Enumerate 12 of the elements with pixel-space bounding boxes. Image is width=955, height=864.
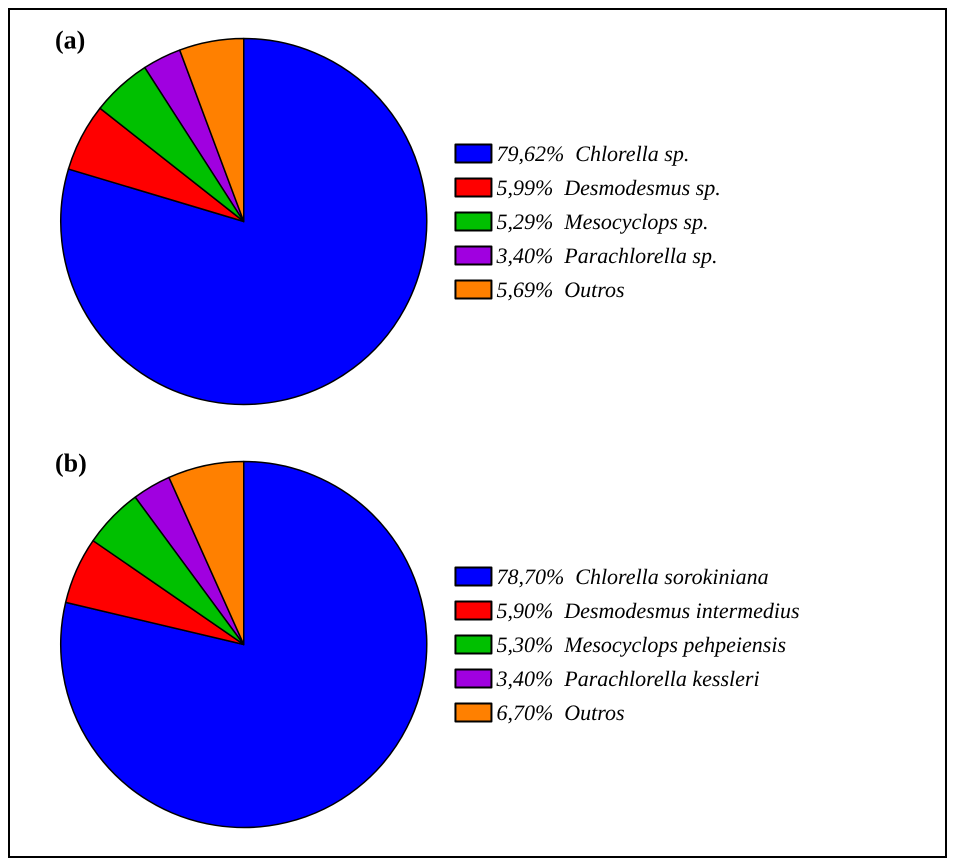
- legend-label: 5,90% Desmodesmus intermedius: [496, 598, 800, 623]
- legend-label: 5,99% Desmodesmus sp.: [496, 175, 721, 200]
- legend-label: 79,62% Chlorella sp.: [496, 141, 690, 166]
- legend-label: 3,40% Parachlorella sp.: [495, 243, 718, 268]
- legend-label: 78,70% Chlorella sorokiniana: [496, 564, 769, 589]
- chart-title: (b): [55, 448, 87, 478]
- legend-label: 6,70% Outros: [496, 700, 625, 725]
- legend-label: 3,40% Parachlorella kessleri: [495, 666, 760, 691]
- chart-title: (a): [55, 26, 86, 54]
- legend-label: 5,29% Mesocyclops sp.: [496, 209, 708, 234]
- legend-label: 5,69% Outros: [496, 277, 625, 302]
- legend-label: 5,30% Mesocyclops pehpeiensis: [496, 632, 786, 657]
